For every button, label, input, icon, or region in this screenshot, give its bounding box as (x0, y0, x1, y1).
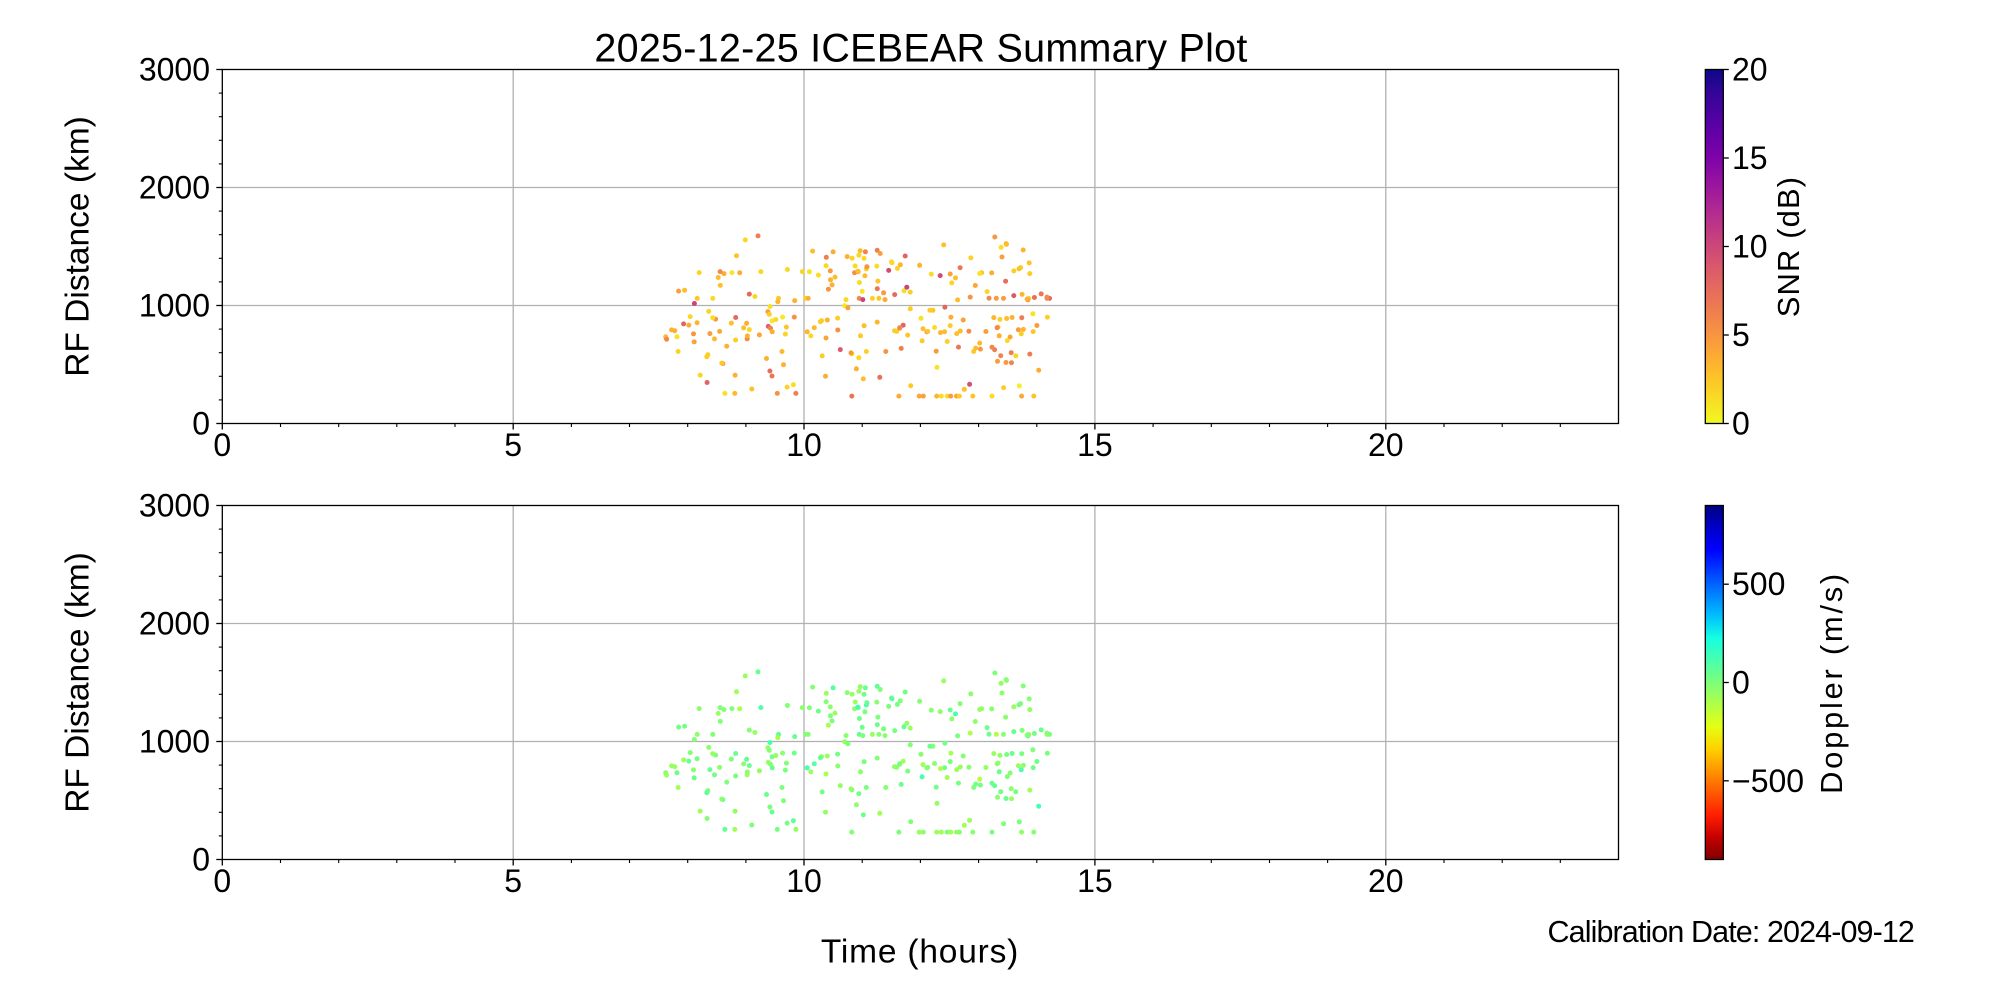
svg-text:Time (hours): Time (hours) (821, 934, 1019, 971)
svg-text:5: 5 (504, 427, 522, 463)
svg-text:10: 10 (786, 863, 822, 899)
svg-text:SNR (dB): SNR (dB) (1771, 176, 1806, 317)
svg-text:20: 20 (1732, 52, 1768, 88)
svg-text:Doppler (m/s): Doppler (m/s) (1814, 571, 1849, 794)
svg-text:Calibration Date: 2024-09-12: Calibration Date: 2024-09-12 (1548, 915, 1914, 949)
svg-text:5: 5 (1732, 317, 1750, 353)
svg-text:0: 0 (192, 842, 210, 878)
svg-text:1000: 1000 (139, 288, 210, 324)
svg-text:3000: 3000 (139, 52, 210, 88)
svg-text:2000: 2000 (139, 170, 210, 206)
svg-text:15: 15 (1077, 863, 1113, 899)
svg-text:2000: 2000 (139, 606, 210, 642)
svg-text:3000: 3000 (139, 488, 210, 524)
svg-text:500: 500 (1732, 566, 1785, 602)
svg-text:5: 5 (504, 863, 522, 899)
svg-text:2025-12-25 ICEBEAR Summary Plo: 2025-12-25 ICEBEAR Summary Plot (594, 27, 1247, 71)
svg-text:20: 20 (1368, 427, 1404, 463)
svg-text:RF Distance (km): RF Distance (km) (60, 552, 97, 813)
svg-text:0: 0 (213, 427, 231, 463)
svg-text:0: 0 (1732, 406, 1750, 442)
svg-text:10: 10 (786, 427, 822, 463)
svg-text:0: 0 (1732, 665, 1750, 701)
svg-text:10: 10 (1732, 229, 1768, 265)
svg-text:RF Distance (km): RF Distance (km) (60, 116, 97, 377)
svg-text:20: 20 (1368, 863, 1404, 899)
svg-text:15: 15 (1077, 427, 1113, 463)
svg-text:0: 0 (192, 406, 210, 442)
svg-text:15: 15 (1732, 140, 1768, 176)
svg-text:−500: −500 (1732, 763, 1804, 799)
svg-text:0: 0 (213, 863, 231, 899)
svg-text:1000: 1000 (139, 724, 210, 760)
